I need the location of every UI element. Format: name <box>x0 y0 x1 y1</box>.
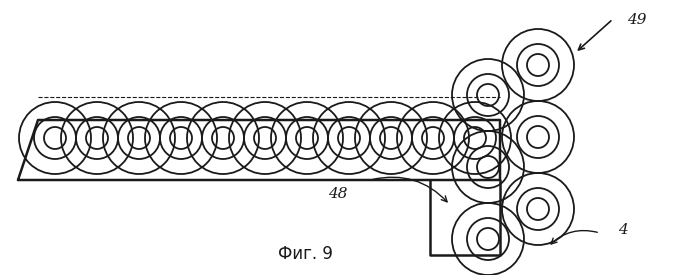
Text: Фиг. 9: Фиг. 9 <box>278 245 333 263</box>
Text: 4: 4 <box>618 223 628 237</box>
Text: 49: 49 <box>627 13 647 27</box>
Text: 48: 48 <box>329 187 348 201</box>
